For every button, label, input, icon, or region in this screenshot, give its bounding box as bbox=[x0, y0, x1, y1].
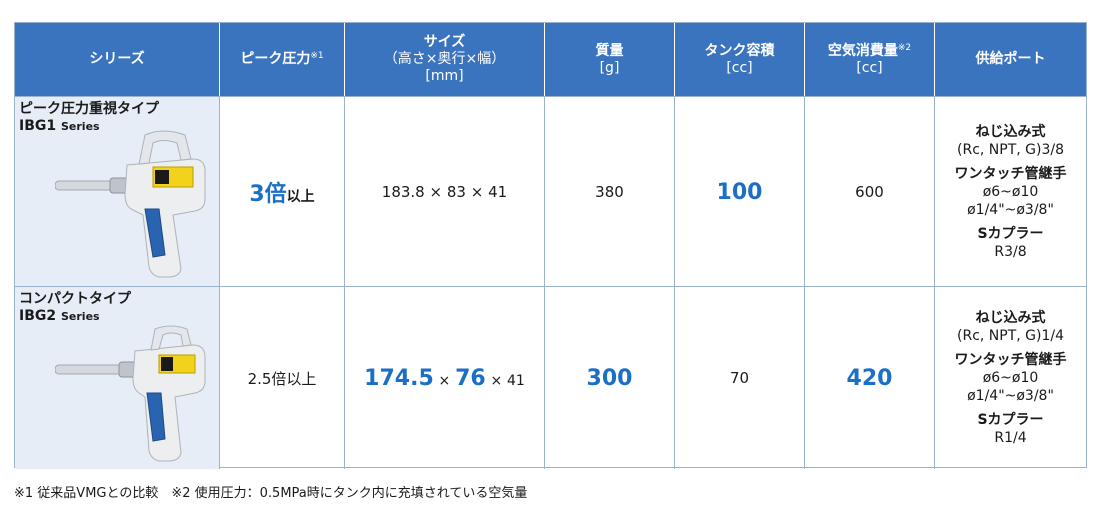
peak-cell: 2.5倍以上 bbox=[220, 287, 345, 469]
peak-value-text: 3倍 bbox=[249, 182, 287, 207]
size-value: 174.5 × 76 × 41 bbox=[364, 366, 525, 391]
port-group-coupler: Sカプラー R3/8 bbox=[977, 225, 1043, 261]
peak-value-suffix: 以上 bbox=[286, 189, 315, 205]
header-peak: ピーク圧力※1 bbox=[220, 23, 345, 96]
header-mass-unit: [g] bbox=[599, 59, 620, 76]
header-port-label: 供給ポート bbox=[975, 51, 1046, 67]
size-cell: 174.5 × 76 × 41 bbox=[345, 287, 545, 469]
tank-value: 100 bbox=[716, 179, 763, 205]
port-type-onetouch: ワンタッチ管継手 bbox=[954, 166, 1067, 182]
port-value-onetouch-metric: ø6~ø10 bbox=[982, 184, 1039, 200]
series-code-suffix: Series bbox=[61, 120, 100, 133]
size-width: 41 bbox=[488, 183, 508, 201]
table-row: ピーク圧力重視タイプ IBG1 Series 3倍以上 183.8 × 83 ×… bbox=[15, 96, 1086, 287]
series-code-suffix: Series bbox=[61, 310, 100, 323]
series-name: コンパクトタイプ IBG2 Series bbox=[19, 291, 131, 325]
port-type-coupler: Sカプラー bbox=[977, 412, 1044, 428]
air-gun-image bbox=[55, 130, 206, 278]
header-tank: タンク容積 [cc] bbox=[675, 23, 805, 96]
port-type-thread: ねじ込み式 bbox=[975, 310, 1046, 326]
peak-value: 3倍以上 bbox=[249, 176, 314, 208]
mass-value: 380 bbox=[595, 183, 624, 201]
port-cell: ねじ込み式 (Rc, NPT, G)1/4 ワンタッチ管継手 ø6~ø10 ø1/4"… bbox=[935, 287, 1086, 469]
port-group-onetouch: ワンタッチ管継手 ø6~ø10 ø1/4"~ø3/8" bbox=[955, 351, 1067, 405]
header-air-note: ※2 bbox=[897, 42, 912, 53]
series-type-name: コンパクトタイプ bbox=[19, 291, 131, 307]
header-series: シリーズ bbox=[15, 23, 220, 96]
table-row: コンパクトタイプ IBG2 Series 2.5倍以上 174.5 × 76 ×… bbox=[15, 286, 1086, 469]
size-depth: 76 bbox=[455, 365, 486, 391]
air-cell: 600 bbox=[805, 97, 935, 287]
tank-cell: 100 bbox=[675, 97, 805, 287]
port-value-thread: (Rc, NPT, G)1/4 bbox=[957, 328, 1064, 344]
series-code: IBG2 Series bbox=[19, 308, 131, 325]
times-sign: × bbox=[470, 183, 484, 201]
mass-cell: 300 bbox=[545, 287, 675, 469]
peak-cell: 3倍以上 bbox=[220, 97, 345, 287]
footnote: ※1 従来品VMGとの比較 ※2 使用圧力：0.5MPa時にタンク内に充填されて… bbox=[14, 486, 528, 501]
header-mass-title: 質量 bbox=[595, 42, 624, 59]
header-peak-note: ※1 bbox=[310, 51, 324, 61]
header-series-label: シリーズ bbox=[89, 51, 145, 67]
port-value-thread: (Rc, NPT, G)3/8 bbox=[957, 142, 1064, 158]
series-cell: ピーク圧力重視タイプ IBG1 Series bbox=[15, 97, 220, 287]
times-sign: × bbox=[438, 372, 451, 389]
times-sign: × bbox=[429, 183, 443, 201]
header-size-unit: [mm] bbox=[425, 68, 464, 84]
port-value-onetouch-metric: ø6~ø10 bbox=[982, 370, 1039, 386]
header-size-title: サイズ bbox=[423, 34, 466, 50]
air-cell: 420 bbox=[805, 287, 935, 469]
port-group-onetouch: ワンタッチ管継手 ø6~ø10 ø1/4"~ø3/8" bbox=[955, 165, 1067, 219]
port-value-onetouch-inch: ø1/4"~ø3/8" bbox=[967, 202, 1054, 218]
series-code: IBG1 Series bbox=[19, 118, 159, 135]
port-value-coupler: R1/4 bbox=[994, 430, 1027, 446]
tank-cell: 70 bbox=[675, 287, 805, 469]
port-value-onetouch-inch: ø1/4"~ø3/8" bbox=[967, 388, 1054, 404]
header-tank-title: タンク容積 bbox=[704, 42, 775, 59]
series-name: ピーク圧力重視タイプ IBG1 Series bbox=[19, 101, 159, 135]
table-header: シリーズ ピーク圧力※1 サイズ （高さ×奥行×幅） [mm] 質量 [g] タ… bbox=[15, 23, 1086, 96]
port-group-coupler: Sカプラー R1/4 bbox=[977, 411, 1043, 447]
port-type-coupler: Sカプラー bbox=[977, 226, 1044, 242]
port-type-thread: ねじ込み式 bbox=[975, 124, 1046, 140]
port-type-onetouch: ワンタッチ管継手 bbox=[954, 352, 1067, 368]
port-group-thread: ねじ込み式 (Rc, NPT, G)3/8 bbox=[957, 123, 1064, 159]
air-value: 600 bbox=[855, 183, 884, 201]
header-size-sub: （高さ×奥行×幅） bbox=[383, 51, 506, 67]
size-height: 174.5 bbox=[364, 365, 434, 391]
port-value-coupler: R3/8 bbox=[994, 244, 1027, 260]
header-air-label: 空気消費量※2 bbox=[828, 43, 911, 60]
air-gun-image bbox=[55, 325, 206, 462]
port-group-thread: ねじ込み式 (Rc, NPT, G)1/4 bbox=[957, 309, 1064, 345]
spec-table: シリーズ ピーク圧力※1 サイズ （高さ×奥行×幅） [mm] 質量 [g] タ… bbox=[14, 22, 1087, 469]
header-size: サイズ （高さ×奥行×幅） [mm] bbox=[345, 23, 545, 96]
header-air-unit: [cc] bbox=[856, 59, 883, 76]
size-depth: 83 bbox=[446, 183, 466, 201]
header-mass: 質量 [g] bbox=[545, 23, 675, 96]
peak-value: 2.5倍以上 bbox=[247, 369, 317, 388]
size-height: 183.8 bbox=[381, 183, 425, 201]
size-width: 41 bbox=[506, 372, 525, 389]
series-cell: コンパクトタイプ IBG2 Series bbox=[15, 287, 220, 469]
header-air: 空気消費量※2 [cc] bbox=[805, 23, 935, 96]
times-sign: × bbox=[490, 372, 503, 389]
size-cell: 183.8 × 83 × 41 bbox=[345, 97, 545, 287]
header-tank-unit: [cc] bbox=[726, 59, 753, 76]
header-peak-label: ピーク圧力※1 bbox=[240, 51, 323, 68]
series-type-name: ピーク圧力重視タイプ bbox=[19, 101, 159, 117]
size-value: 183.8 × 83 × 41 bbox=[382, 183, 507, 201]
air-value: 420 bbox=[846, 365, 893, 391]
series-code-text: IBG1 bbox=[19, 118, 57, 134]
header-air-title: 空気消費量 bbox=[827, 42, 898, 59]
header-peak-text: ピーク圧力 bbox=[240, 51, 311, 67]
series-code-text: IBG2 bbox=[19, 308, 57, 324]
tank-value: 70 bbox=[729, 369, 750, 387]
mass-cell: 380 bbox=[545, 97, 675, 287]
mass-value: 300 bbox=[586, 365, 633, 391]
port-cell: ねじ込み式 (Rc, NPT, G)3/8 ワンタッチ管継手 ø6~ø10 ø1/4"… bbox=[935, 97, 1086, 287]
header-port: 供給ポート bbox=[935, 23, 1086, 96]
